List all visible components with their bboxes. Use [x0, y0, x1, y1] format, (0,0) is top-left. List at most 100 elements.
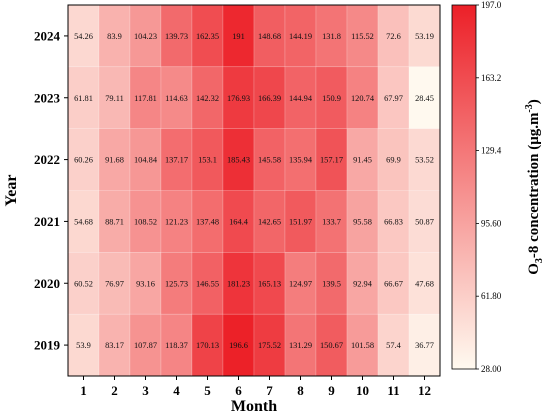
heatmap-cell-value: 148.68	[258, 32, 281, 41]
heatmap-cell-value: 79.11	[105, 94, 124, 103]
heatmap-cell-value: 54.68	[74, 217, 93, 226]
heatmap-cell-value: 57.4	[386, 341, 401, 350]
heatmap-cell-value: 151.97	[289, 217, 312, 226]
heatmap-cell	[67, 128, 100, 191]
y-tick-label: 2023	[34, 90, 61, 105]
heatmap-cell	[222, 313, 255, 377]
heatmap-cell	[253, 4, 286, 68]
heatmap-cell	[346, 313, 379, 377]
heatmap-cell-value: 104.84	[134, 156, 158, 165]
heatmap-cell-value: 53.52	[415, 156, 434, 165]
heatmap-cell	[98, 252, 131, 315]
colorbar	[451, 4, 477, 370]
heatmap-cell	[98, 4, 131, 68]
x-tick-label: 1	[80, 383, 87, 398]
x-tick-labels: 1 2 3 4 5 6 7 8 9 10 11 12	[80, 376, 431, 398]
x-tick-label: 2	[111, 383, 118, 398]
heatmap-cell-value: 118.37	[165, 341, 188, 350]
heatmap-cell-value: 150.9	[322, 94, 341, 103]
heatmap-cell-value: 120.74	[351, 94, 375, 103]
x-axis-title: Month	[231, 398, 277, 415]
heatmap-cell	[408, 190, 441, 253]
heatmap-cell	[129, 190, 162, 253]
heatmap-cell-value: 166.39	[258, 94, 281, 103]
heatmap-cell-value: 92.94	[353, 279, 373, 288]
heatmap-cell	[284, 252, 317, 315]
heatmap-cell	[67, 313, 100, 377]
heatmap-cell-value: 66.83	[384, 217, 403, 226]
heatmap-cell-value: 54.26	[74, 32, 93, 41]
heatmap-cell	[408, 313, 441, 377]
heatmap-cell	[98, 190, 131, 253]
heatmap-cells	[67, 4, 441, 377]
heatmap-cell	[377, 128, 410, 191]
heatmap-cell	[408, 4, 441, 68]
heatmap-cell	[315, 313, 348, 377]
heatmap-cell	[160, 190, 193, 253]
heatmap-cell-value: 181.23	[227, 279, 250, 288]
colorbar-ticks: 197.0 163.2 129.4 95.60 61.80 28.00	[476, 0, 502, 374]
heatmap-cell-value: 83.9	[107, 32, 122, 41]
heatmap-cell-value: 176.93	[227, 94, 250, 103]
heatmap-cell	[129, 128, 162, 191]
colorbar-tick-label: 197.0	[481, 0, 502, 10]
heatmap-cell	[191, 66, 224, 129]
heatmap-cell	[160, 66, 193, 129]
heatmap-cell-value: 115.52	[351, 32, 374, 41]
heatmap-cell	[284, 4, 317, 68]
heatmap-cell	[284, 66, 317, 129]
heatmap-cell-value: 139.73	[165, 32, 188, 41]
heatmap-cell	[222, 4, 255, 68]
heatmap-cell	[222, 190, 255, 253]
heatmap-cell-value: 162.35	[196, 32, 219, 41]
x-tick-label: 11	[387, 383, 399, 398]
heatmap-cell	[67, 66, 100, 129]
heatmap-cell	[67, 190, 100, 253]
heatmap-cell-value: 133.7	[322, 217, 341, 226]
heatmap-cell	[253, 128, 286, 191]
heatmap-cell-value: 83.17	[105, 341, 124, 350]
x-tick-label: 12	[418, 383, 431, 398]
heatmap-cell	[160, 128, 193, 191]
plot-frame	[67, 4, 441, 377]
colorbar-tick-label: 28.00	[481, 364, 502, 374]
heatmap-cell-value: 125.73	[165, 279, 188, 288]
heatmap-cell	[67, 4, 100, 68]
heatmap-cell	[98, 66, 131, 129]
y-axis-title: Year	[3, 175, 20, 207]
heatmap-cell-value: 170.13	[196, 341, 219, 350]
heatmap-cell-value: 124.97	[289, 279, 312, 288]
y-tick-label: 2024	[34, 28, 61, 43]
heatmap-cell-value: 196.6	[229, 341, 248, 350]
colorbar-title-superscript: -3	[524, 104, 535, 112]
heatmap-cell-value: 107.87	[134, 341, 157, 350]
heatmap-cell	[377, 252, 410, 315]
heatmap-cell	[346, 66, 379, 129]
heatmap-cell-value: 131.8	[322, 32, 341, 41]
x-tick-label: 10	[356, 383, 369, 398]
heatmap-cell-value: 144.94	[289, 94, 313, 103]
heatmap-cell	[160, 4, 193, 68]
heatmap-cell-value: 135.94	[289, 156, 313, 165]
heatmap-cell	[346, 190, 379, 253]
heatmap-cell-value: 67.97	[384, 94, 403, 103]
heatmap-cell-value: 117.81	[134, 94, 157, 103]
heatmap-cell-value: 101.58	[351, 341, 374, 350]
x-tick-label: 8	[297, 383, 304, 398]
colorbar-tick-label: 129.4	[481, 146, 502, 156]
heatmap-cell-value: 72.6	[386, 32, 401, 41]
y-tick-labels: 2024 2023 2022 2021 2020 2019	[34, 28, 68, 353]
heatmap-cell	[253, 313, 286, 377]
heatmap-cell-value: 137.17	[165, 156, 188, 165]
heatmap-cell-value: 93.16	[136, 279, 155, 288]
heatmap-cell-value: 28.45	[415, 94, 434, 103]
heatmap-cell-value: 121.23	[165, 217, 188, 226]
heatmap-cell	[253, 252, 286, 315]
heatmap-cell-value: 69.9	[386, 156, 401, 165]
heatmap-cell-value: 153.1	[198, 156, 217, 165]
heatmap-cell-value: 145.58	[258, 156, 281, 165]
heatmap-cell	[315, 66, 348, 129]
heatmap-cell-value: 146.55	[196, 279, 219, 288]
colorbar-title-subscript: 3	[534, 258, 545, 263]
heatmap-cell	[284, 313, 317, 377]
